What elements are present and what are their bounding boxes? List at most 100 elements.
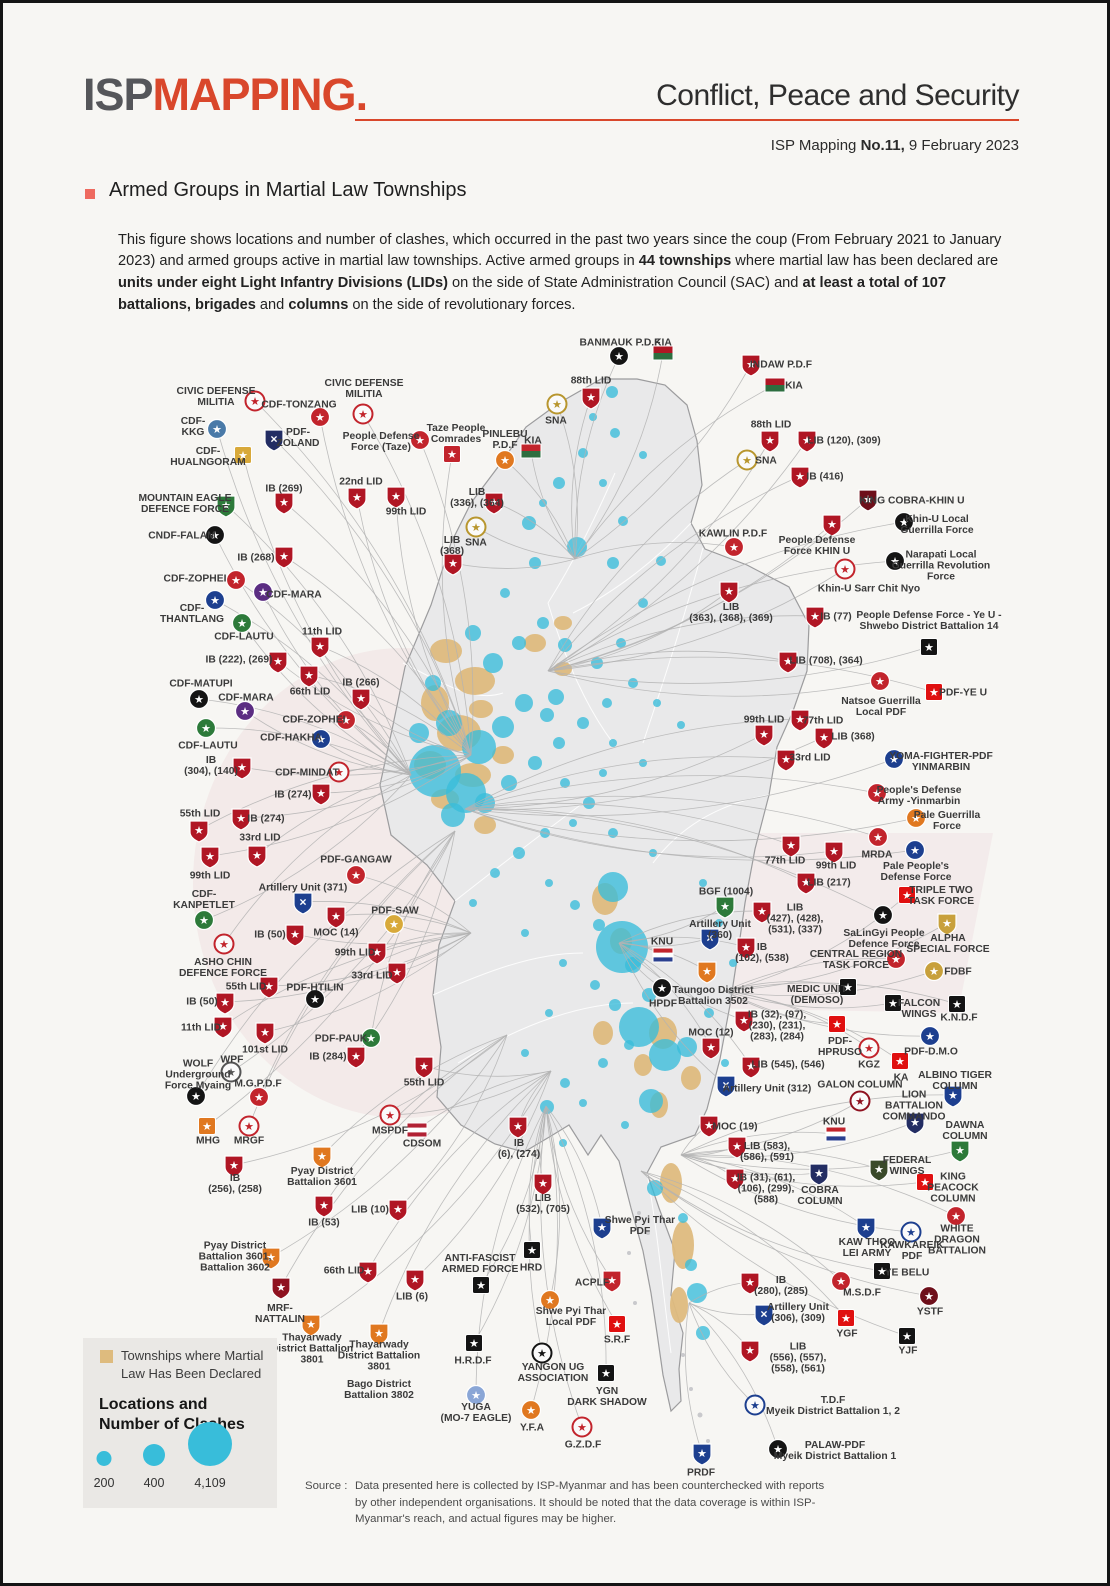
armed-group-label: LIB (368)	[440, 535, 464, 557]
shield-icon	[740, 1272, 760, 1295]
badge-glyph: ★	[265, 981, 274, 992]
badge-glyph: ★	[357, 693, 366, 704]
connector-line	[362, 413, 472, 756]
connector-line	[688, 1302, 756, 1406]
badge-glyph: ★	[335, 767, 344, 778]
armed-group-label: Shwe Pyi Thar Local PDF	[536, 1306, 606, 1328]
shield-icon	[387, 962, 407, 985]
armed-group-label: TRIPLE TWO TASK FORCE	[908, 885, 974, 907]
armed-group-label: YUGA (MO-7 EAGLE)	[441, 1402, 512, 1424]
square-icon	[608, 1315, 626, 1333]
armed-group-label: CDSOM	[403, 1139, 441, 1150]
badge-glyph: ★	[747, 359, 756, 370]
badge-glyph: ★	[747, 1061, 756, 1072]
shield-icon	[274, 546, 294, 569]
connector-line	[225, 504, 412, 776]
badge-glyph: ★	[766, 435, 775, 446]
badge-glyph: ★	[841, 564, 850, 575]
armed-group-badge: ★	[592, 1217, 612, 1240]
armed-group-label: CDF-MARA	[266, 590, 322, 601]
armed-group-badge: ★	[858, 489, 878, 512]
connector-line	[680, 1148, 880, 1170]
clash-bubble	[699, 879, 707, 887]
clash-bubble	[545, 1009, 553, 1017]
circle-icon	[383, 913, 405, 935]
armed-group-badge: ★	[232, 757, 252, 780]
badge-glyph: ★	[925, 642, 934, 653]
armed-group-badge: ★	[351, 688, 371, 711]
armed-group-badge: ★	[268, 651, 288, 674]
armed-group-label: BANMAUK P.D.F	[579, 338, 660, 349]
shield-icon	[716, 1075, 736, 1098]
badge-glyph: ★	[307, 1319, 316, 1330]
badge-glyph: ★	[359, 409, 368, 420]
shield-icon	[700, 928, 720, 951]
clash-bubble	[616, 638, 626, 648]
brand-isp: ISP	[83, 69, 154, 120]
armed-group-label: CDF-MATUPI	[169, 679, 232, 690]
armed-group-label: YANGON UG ASSOCIATION	[518, 1362, 589, 1384]
shield-icon	[213, 1016, 233, 1039]
martial-patch	[681, 1066, 701, 1090]
martial-patch	[672, 1221, 694, 1269]
armed-group-badge: ★	[828, 1015, 846, 1033]
armed-group-label: Pyay District Battalion 3601, Battalion 36…	[199, 1241, 272, 1274]
armed-group-badge: ★	[790, 466, 810, 489]
armed-group-badge: ★	[740, 1340, 760, 1363]
badge-glyph: ★	[956, 1145, 965, 1156]
armed-group-label: CDF-ZOPHEI	[283, 715, 346, 726]
armed-group-badge	[825, 1126, 847, 1142]
armed-group-badge: ★	[869, 1159, 889, 1182]
clash-bubble	[696, 1326, 710, 1340]
shield-icon	[311, 783, 331, 806]
connector-line	[258, 830, 456, 1098]
square-icon	[925, 683, 943, 701]
badge-glyph: ★	[742, 942, 751, 953]
badge-glyph: ★	[844, 982, 853, 993]
shield-icon	[443, 553, 463, 576]
clash-bubble	[621, 1121, 629, 1129]
badge-glyph: ★	[267, 1252, 276, 1263]
connector-line	[680, 1154, 912, 1233]
shield-icon	[760, 430, 780, 453]
armed-group-label: KA	[894, 1073, 909, 1084]
armed-group-badge: ★	[255, 1022, 275, 1045]
armed-group-badge: ★	[345, 864, 367, 886]
armed-group-label: IB (284)	[309, 1052, 346, 1063]
badge-glyph: ★	[472, 522, 481, 533]
intro-segment: where martial law has been declared are	[731, 253, 999, 270]
armed-group-label: S.R.F	[604, 1335, 630, 1346]
shield-icon	[719, 581, 739, 604]
connector-line	[320, 754, 472, 794]
circle-icon	[900, 1221, 922, 1243]
armed-group-badge: ★	[945, 1205, 967, 1227]
armed-group-badge: ★	[781, 835, 801, 858]
badge-glyph: ★	[317, 788, 326, 799]
armed-group-badge: ★	[805, 606, 825, 629]
armed-group-label: PALAW-PDF Myeik District Battalion 1	[774, 1440, 897, 1462]
connector-line	[206, 830, 456, 1127]
intro-segment: 44 townships	[638, 253, 732, 270]
armed-group-badge: ★	[231, 808, 251, 831]
shield-icon	[781, 835, 801, 858]
issue-number: No.11,	[860, 137, 905, 154]
armed-group-badge: ★	[723, 536, 745, 558]
connector-line	[545, 1105, 603, 1228]
circle-icon	[608, 345, 630, 367]
connector-line	[480, 1105, 547, 1286]
armed-group-label: Natsoe Guerrilla Local PDF	[841, 696, 921, 718]
clash-bubble	[599, 479, 607, 487]
connector-line	[680, 1154, 867, 1228]
clash-bubble	[598, 1058, 608, 1068]
badge-glyph: ★	[448, 449, 457, 460]
armed-group-badge: ★	[285, 924, 305, 947]
badge-glyph: ★	[952, 1211, 961, 1222]
armed-group-label: 101st LID	[242, 1045, 288, 1056]
connector-line	[640, 1170, 847, 1319]
badge-glyph: ★	[943, 918, 952, 929]
circle-icon	[213, 933, 235, 955]
clash-bubble	[589, 413, 597, 421]
circle-icon	[539, 1289, 561, 1311]
armed-group-badge: ★	[386, 486, 406, 509]
armed-group-label: LION BATTALION COMMANDO	[883, 1090, 946, 1123]
